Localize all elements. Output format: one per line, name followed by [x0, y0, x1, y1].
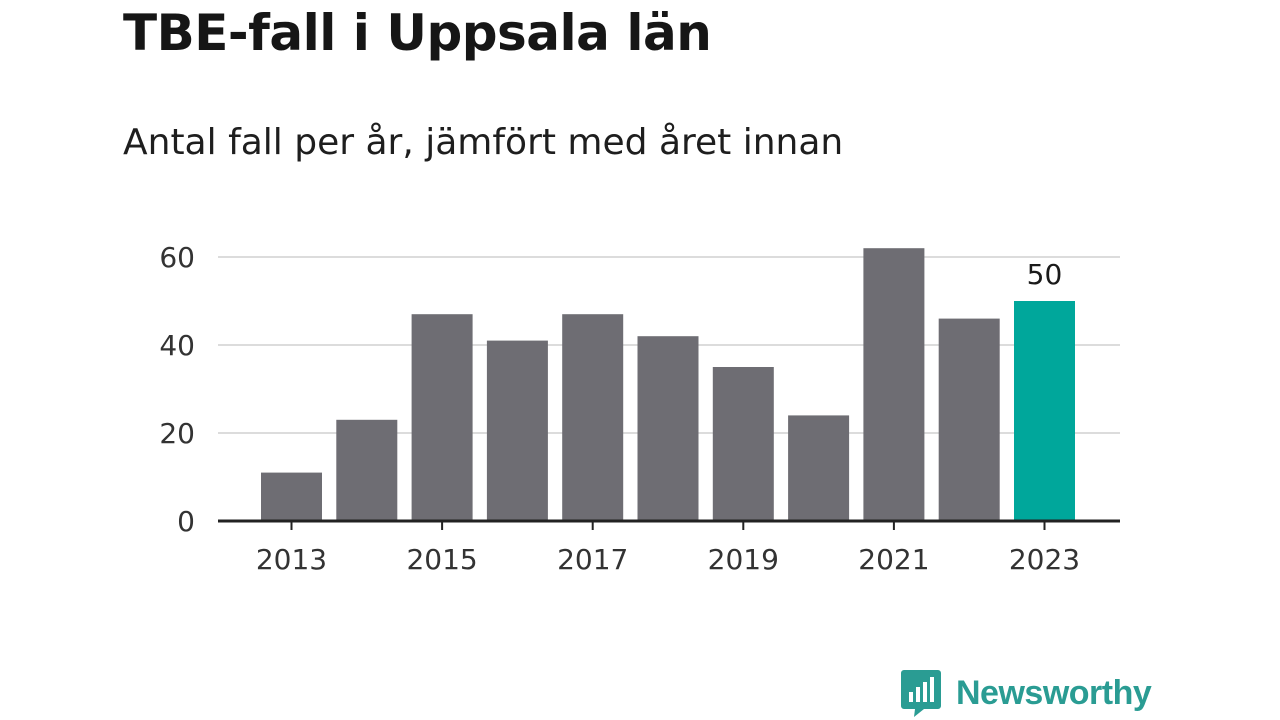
y-tick-label: 20 — [159, 417, 195, 450]
bar — [1014, 301, 1075, 521]
brand-name: Newsworthy — [956, 673, 1152, 712]
bar — [788, 415, 850, 521]
y-tick-label: 40 — [159, 329, 195, 362]
bar — [712, 367, 774, 521]
bar — [411, 314, 473, 521]
brand-logo: Newsworthy — [900, 668, 1152, 718]
data-label: 50 — [1027, 258, 1063, 291]
bar — [486, 340, 548, 521]
x-tick-label: 2019 — [708, 543, 779, 576]
bar — [336, 419, 398, 521]
bar — [562, 314, 624, 521]
bar — [637, 336, 699, 521]
y-tick-label: 60 — [159, 241, 195, 274]
chart-subtitle: Antal fall per år, jämfört med året inna… — [123, 122, 844, 163]
x-tick-label: 2013 — [256, 543, 327, 576]
chart-title: TBE-fall i Uppsala län — [123, 4, 712, 62]
y-tick-label: 0 — [177, 505, 195, 538]
x-tick-label: 2023 — [1009, 543, 1080, 576]
newsworthy-logo-icon — [901, 670, 941, 717]
x-tick-label: 2015 — [406, 543, 477, 576]
x-tick-label: 2021 — [858, 543, 929, 576]
bar — [261, 472, 322, 521]
bar — [863, 248, 925, 521]
x-tick-label: 2017 — [557, 543, 628, 576]
bar — [938, 318, 1000, 521]
